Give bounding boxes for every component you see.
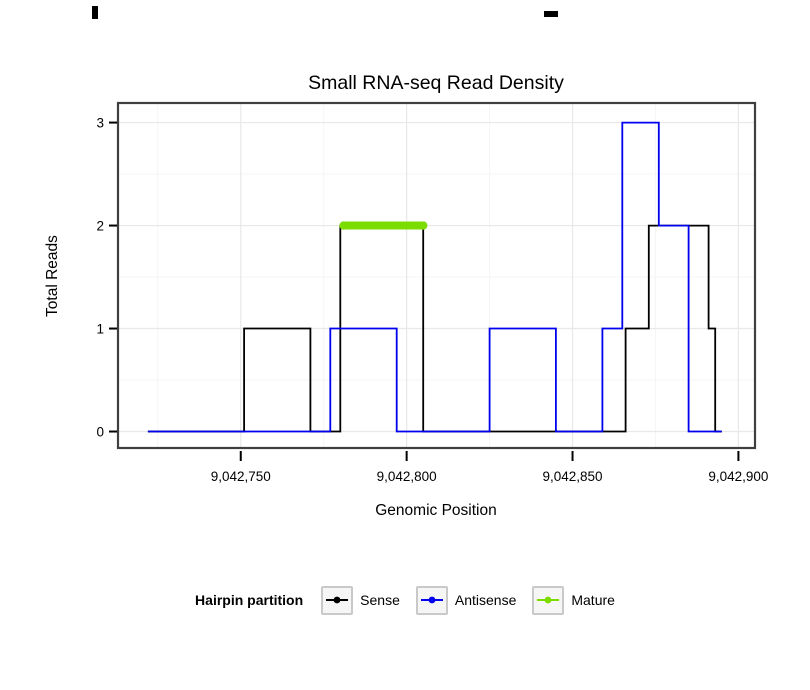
x-tick-label: 9,042,900 — [708, 469, 768, 484]
mature-endpoint — [419, 221, 428, 230]
legend-entries: Sense Antisense Mature — [321, 585, 615, 615]
legend-label-antisense: Antisense — [454, 592, 517, 608]
chart-title: Small RNA-seq Read Density — [308, 72, 564, 94]
legend-key-glyph — [420, 596, 443, 604]
x-axis-label: Genomic Position — [375, 502, 496, 519]
top-mark-1 — [92, 6, 98, 19]
legend-entry-antisense: Antisense — [415, 585, 517, 615]
legend-label-sense: Sense — [360, 592, 400, 608]
legend: Hairpin partition Sense Antisense Mature — [0, 578, 810, 622]
series-layer — [147, 121, 722, 433]
panel-border — [116, 101, 757, 450]
legend-key-mature — [532, 585, 565, 615]
y-tick-label: 2 — [96, 219, 104, 234]
y-tick-label: 1 — [96, 322, 104, 337]
series-line-sense — [147, 224, 722, 433]
y-tick-label: 3 — [96, 116, 104, 131]
mature-endpoint — [339, 221, 348, 230]
x-tick-label: 9,042,850 — [542, 469, 602, 484]
y-axis-label: Total Reads — [44, 235, 61, 317]
legend-key-antisense — [415, 585, 448, 615]
y-tick-label: 0 — [96, 425, 104, 440]
series-line-antisense — [147, 121, 722, 433]
x-tick-label: 9,042,750 — [211, 469, 271, 484]
legend-title: Hairpin partition — [195, 592, 304, 608]
top-mark-2 — [544, 11, 558, 17]
legend-key-sense — [321, 585, 354, 615]
legend-key-glyph — [326, 596, 349, 604]
chart-svg: Small RNA-seq Read Density 9,042,750 9,04… — [44, 72, 768, 519]
x-tick-label: 9,042,800 — [377, 469, 437, 484]
legend-entry-sense: Sense — [321, 585, 400, 615]
legend-label-mature: Mature — [571, 592, 615, 608]
legend-key-glyph — [537, 596, 560, 604]
axis-layer: 9,042,750 9,042,800 9,042,850 9,042,900 0 1 2 3 — [96, 116, 768, 484]
legend-entry-mature: Mature — [532, 585, 615, 615]
